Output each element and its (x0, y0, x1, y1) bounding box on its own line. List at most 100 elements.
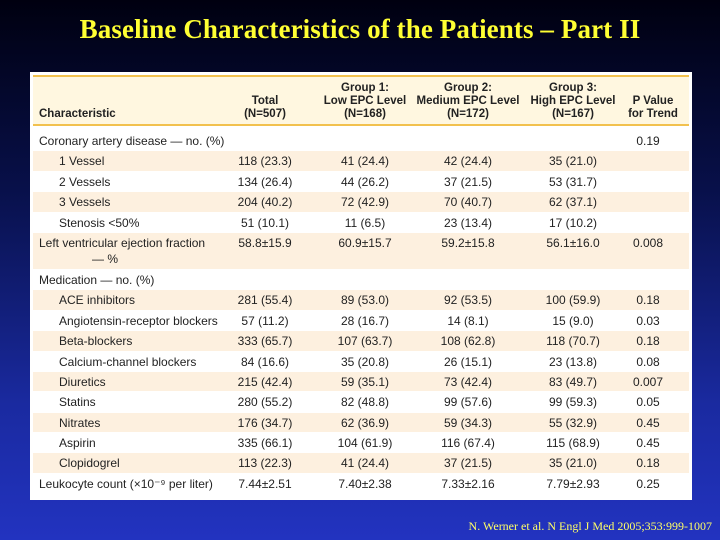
cell-group1: 59 (35.1) (340, 374, 390, 389)
table-row: Beta-blockers 333 (65.7) 107 (63.7) 108 (62… (33, 331, 689, 352)
cell-group2: 23 (13.4) (443, 215, 493, 230)
row-label: Coronary artery disease — no. (%) (39, 134, 225, 148)
cell-group2: 37 (21.5) (443, 174, 493, 189)
cell-group2: 59 (34.3) (443, 415, 493, 430)
row-label: Leukocyte count (×10⁻⁹ per liter) (39, 476, 213, 491)
cell-group2: 116 (67.4) (441, 436, 495, 451)
baseline-table: Characteristic Total (N=507) Group 1: Lo… (30, 72, 692, 500)
cell-group3: 62 (37.1) (548, 195, 598, 210)
cell-total: 281 (55.4) (237, 293, 293, 308)
header-group1-line2: Low EPC Level (323, 95, 407, 107)
cell-pvalue: 0.03 (636, 313, 660, 328)
table-header: Characteristic Total (N=507) Group 1: Lo… (33, 75, 689, 126)
cell-group1: 35 (20.8) (340, 354, 390, 369)
cell-total: 51 (10.1) (240, 215, 290, 230)
table-row: Statins 280 (55.2) 82 (48.8) 99 (57.6) 99 (5… (33, 392, 689, 413)
row-label: Nitrates (59, 415, 101, 430)
cell-group1: 72 (42.9) (340, 195, 390, 210)
cell-group2: 42 (24.4) (443, 154, 493, 169)
row-label: 1 Vessel (59, 154, 105, 169)
row-label: Clopidogrel (59, 456, 120, 471)
header-group1: Group 1: Low EPC Level (N=168) (305, 82, 425, 121)
cell-group2: 70 (40.7) (443, 195, 493, 210)
cell-group1: 28 (16.7) (340, 313, 390, 328)
row-label: Diuretics (59, 374, 106, 389)
cell-pvalue: 0.05 (636, 395, 660, 410)
cell-group3: 56.1±16.0 (546, 235, 600, 250)
cell-group2: 108 (62.8) (440, 334, 496, 349)
header-characteristic: Characteristic (39, 108, 116, 120)
citation: N. Werner et al. N Engl J Med 2005;353:9… (468, 519, 712, 533)
table-row: ACE inhibitors 281 (55.4) 89 (53.0) 92 (53.… (33, 290, 689, 311)
table-row: 2 Vessels 134 (26.4) 44 (26.2) 37 (21.5) 53 … (33, 171, 689, 193)
table-row: Stenosis <50% 51 (10.1) 11 (6.5) 23 (13.4) 1… (33, 212, 689, 233)
cell-total: 7.44±2.51 (238, 476, 292, 491)
row-label: 3 Vessels (59, 195, 111, 210)
header-pvalue-line1: P Value (632, 95, 674, 107)
cell-total: 58.8±15.9 (238, 235, 292, 250)
cell-total: 113 (22.3) (238, 456, 292, 471)
table-row: Angiotensin-receptor blockers 57 (11.2) 28… (33, 310, 689, 332)
header-group2-line2: Medium EPC Level (416, 95, 520, 107)
header-group3-line2: High EPC Level (530, 95, 616, 107)
cell-total: 57 (11.2) (241, 313, 289, 328)
row-label: Statins (59, 395, 96, 410)
header-group2-line3: (N=172) (447, 108, 489, 120)
cell-group1: 41 (24.4) (340, 154, 390, 169)
cell-total: 134 (26.4) (237, 174, 293, 189)
row-label: Beta-blockers (59, 334, 133, 349)
table-row: Nitrates 176 (34.7) 62 (36.9) 59 (34.3) 55 (… (33, 412, 689, 434)
row-label: Medication — no. (%) (39, 272, 155, 287)
cell-group3: 35 (21.0) (548, 456, 598, 471)
cell-group1: 104 (61.9) (337, 436, 393, 451)
table-row: Medication — no. (%) (33, 269, 689, 291)
cell-group1: 44 (26.2) (340, 174, 390, 189)
header-pvalue-line2: for Trend (628, 108, 678, 120)
cell-pvalue: 0.45 (636, 415, 660, 430)
cell-group1: 41 (24.4) (340, 456, 390, 471)
cell-total: 118 (23.3) (238, 154, 292, 169)
cell-pvalue: 0.25 (636, 476, 660, 491)
cell-group3: 7.79±2.93 (546, 476, 600, 491)
header-group2-line1: Group 2: (444, 82, 492, 94)
cell-group2: 26 (15.1) (443, 354, 493, 369)
cell-group2: 7.33±2.16 (441, 476, 495, 491)
cell-pvalue: 0.19 (636, 134, 660, 148)
cell-group3: 53 (31.7) (548, 174, 598, 189)
cell-total: 84 (16.6) (240, 354, 290, 369)
cell-group3: 115 (68.9) (546, 436, 600, 451)
cell-group3: 35 (21.0) (548, 154, 598, 169)
cell-total: 204 (40.2) (237, 195, 293, 210)
table-row: 1 Vessel 118 (23.3) 41 (24.4) 42 (24.4) 35 (… (33, 151, 689, 172)
cell-pvalue: 0.18 (636, 334, 660, 349)
header-group1-line1: Group 1: (341, 82, 389, 94)
row-label: Aspirin (59, 436, 96, 451)
cell-total: 215 (42.4) (237, 374, 293, 389)
cell-group2: 37 (21.5) (443, 456, 493, 471)
cell-group1: 62 (36.9) (340, 415, 390, 430)
row-label-cont: — % (92, 251, 119, 266)
header-group1-line3: (N=168) (344, 108, 386, 120)
header-total: Total (N=507) (229, 95, 301, 121)
table-row: Leukocyte count (×10⁻⁹ per liter) 7.44±2.… (33, 473, 689, 495)
table-row: Calcium-channel blockers 84 (16.6) 35 (20.… (33, 351, 689, 372)
row-label: Left ventricular ejection fraction (39, 235, 206, 250)
table-row: Left ventricular ejection fraction 58.8±1… (33, 232, 689, 270)
cell-group3: 118 (70.7) (546, 334, 600, 349)
cell-group2: 92 (53.5) (443, 293, 493, 308)
row-label: 2 Vessels (59, 174, 111, 189)
cell-group3: 99 (59.3) (548, 395, 598, 410)
cell-group1: 82 (48.8) (340, 395, 390, 410)
header-total-line2: (N=507) (244, 108, 286, 120)
cell-group2: 99 (57.6) (443, 395, 493, 410)
cell-group3: 17 (10.2) (548, 215, 598, 230)
cell-group2: 59.2±15.8 (441, 235, 495, 250)
cell-pvalue: 0.45 (636, 436, 660, 451)
cell-group3: 55 (32.9) (548, 415, 598, 430)
cell-pvalue: 0.007 (632, 374, 664, 389)
table-row: Aspirin 335 (66.1) 104 (61.9) 116 (67.4) 115… (33, 433, 689, 454)
cell-group2: 73 (42.4) (443, 374, 493, 389)
row-label: Stenosis <50% (59, 215, 140, 230)
cell-pvalue: 0.08 (636, 354, 660, 369)
row-label: Calcium-channel blockers (59, 354, 197, 369)
